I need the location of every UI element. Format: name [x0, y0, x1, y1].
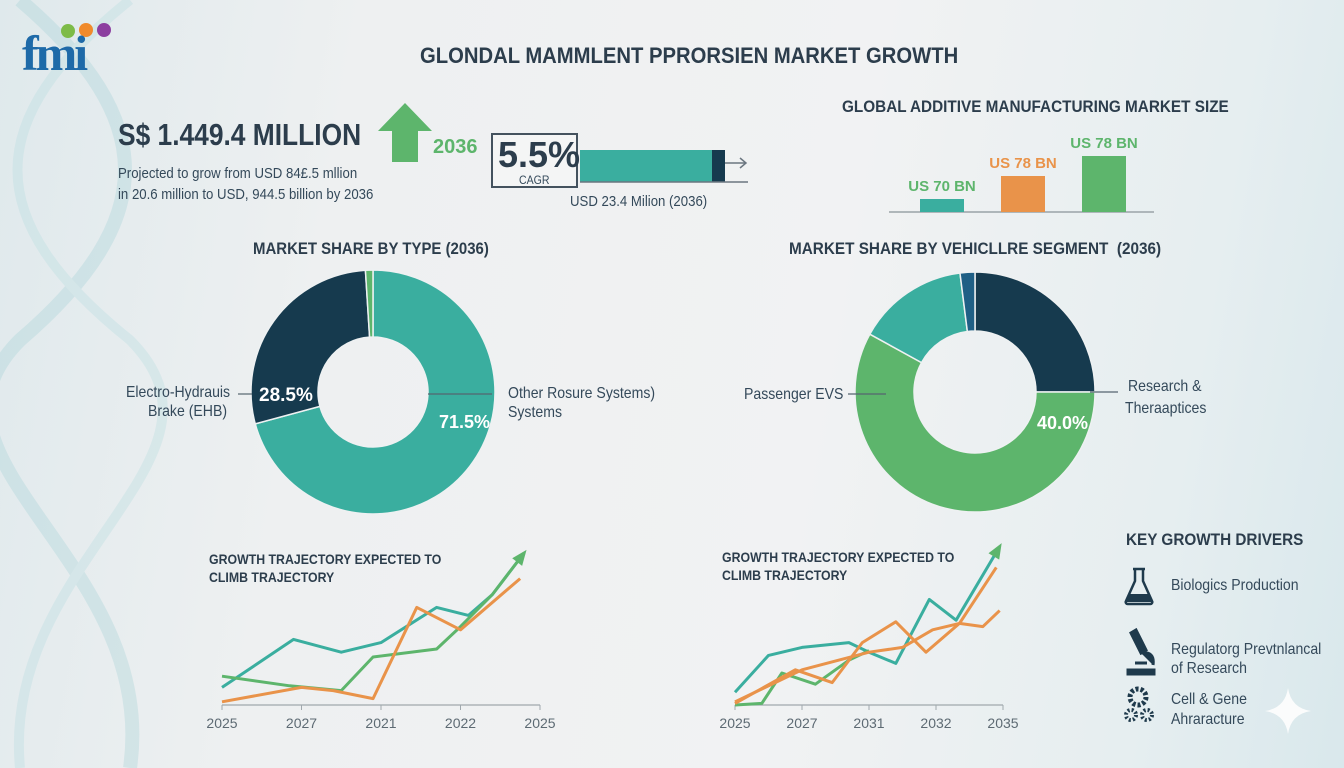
- donut1-right-label-1: Other Rosure Systems): [508, 385, 656, 402]
- cagr-box: [491, 133, 578, 188]
- market-value: S$ 1.449.4 MILLION: [118, 117, 362, 152]
- bar-data-label: US 78 BN: [1070, 135, 1138, 152]
- bar-data-label: US 70 BN: [908, 178, 976, 195]
- x-tick-label: 2025: [524, 715, 555, 731]
- arrow-head-icon: [512, 549, 527, 566]
- bar: [1001, 176, 1045, 212]
- driver-2-label-2: of Research: [1171, 660, 1247, 677]
- line1-title-1: GROWTH TRAJECTORY EXPECTED TO: [209, 551, 442, 567]
- x-tick-label: 2025: [206, 715, 237, 731]
- donut2-left-label: Passenger EVS: [744, 386, 844, 403]
- donut-slice: [254, 269, 496, 515]
- cagr-bar-caption: USD 23.4 Milion (2036): [570, 193, 708, 210]
- target-year: 2036: [433, 136, 478, 158]
- x-tick-label: 2022: [445, 715, 476, 731]
- bar-chart-title: GLOBAL ADDITIVE MANUFACTURING MARKET SIZ…: [842, 97, 1229, 116]
- driver-3-label-1: Cell & Gene: [1171, 691, 1247, 708]
- donut1-right-label-2: Systems: [508, 404, 562, 421]
- cagr-bar-end: [712, 150, 725, 182]
- driver-2-label-1: Regulatorg Prevtnlancal: [1171, 641, 1322, 658]
- description-line2: in 20.6 million to USD, 944.5 billion by…: [118, 186, 374, 203]
- drivers-title: KEY GROWTH DRIVERS: [1126, 530, 1304, 549]
- line2-title-1: GROWTH TRAJECTORY EXPECTED TO: [722, 549, 955, 565]
- donut-slice: [854, 333, 1096, 513]
- donut-slice: [250, 269, 371, 425]
- x-tick-label: 2031: [853, 715, 884, 731]
- bar-data-label: US 78 BN: [989, 155, 1057, 172]
- donut1-data-label-teal: 71.5%: [439, 412, 491, 432]
- line1-title-2: CLIMB TRAJECTORY: [209, 569, 335, 585]
- donut1-title: MARKET SHARE BY TYPE (2036): [253, 239, 489, 258]
- x-tick-label: 2021: [365, 715, 396, 731]
- line2-title-2: CLIMB TRAJECTORY: [722, 567, 848, 583]
- x-tick-label: 2032: [920, 715, 951, 731]
- x-tick-label: 2027: [286, 715, 317, 731]
- x-tick-label: 2027: [786, 715, 817, 731]
- donut2-data-label: 40.0%: [1037, 413, 1089, 433]
- donut2-title: MARKET SHARE BY VEHICLLRE SEGMENT (2036): [789, 239, 1162, 258]
- logo: fmi: [22, 22, 137, 81]
- series-line: [734, 649, 870, 707]
- x-tick-label: 2025: [719, 715, 750, 731]
- arrow-head-icon: [988, 543, 1002, 560]
- bar: [1082, 156, 1126, 212]
- cagr-progress-bar: [580, 150, 720, 182]
- donut-slice: [364, 269, 374, 338]
- series-line: [734, 566, 998, 705]
- donut2-right-label-1: Research &: [1128, 378, 1202, 395]
- donut1-data-label-dark: 28.5%: [259, 385, 313, 406]
- series-line: [221, 577, 522, 704]
- donut-slice: [959, 271, 976, 333]
- x-tick-label: 2035: [987, 715, 1018, 731]
- logo-text: fmi: [22, 25, 88, 81]
- cagr-value: 5.5%: [498, 134, 581, 175]
- driver-3-label-2: Ahraracture: [1171, 711, 1245, 728]
- bar: [920, 199, 964, 212]
- donut2-right-label-2: Theraaptices: [1125, 400, 1207, 417]
- series-line: [734, 609, 1001, 704]
- donut1-left-label-1: Electro-Hydrauis: [126, 384, 231, 401]
- donut1-left-label-2: Brake (EHB): [148, 403, 228, 420]
- donut-slice: [974, 271, 1096, 393]
- dna-helix-background: [0, 0, 168, 768]
- cagr-label: CAGR: [519, 173, 550, 187]
- driver-1-label: Biologics Production: [1171, 577, 1299, 594]
- page-title: GLONDAL MAMMLENT PPRORSIEN MARKET GROWTH: [420, 43, 959, 68]
- description-line1: Projected to grow from USD 84£.5 mllion: [118, 165, 358, 182]
